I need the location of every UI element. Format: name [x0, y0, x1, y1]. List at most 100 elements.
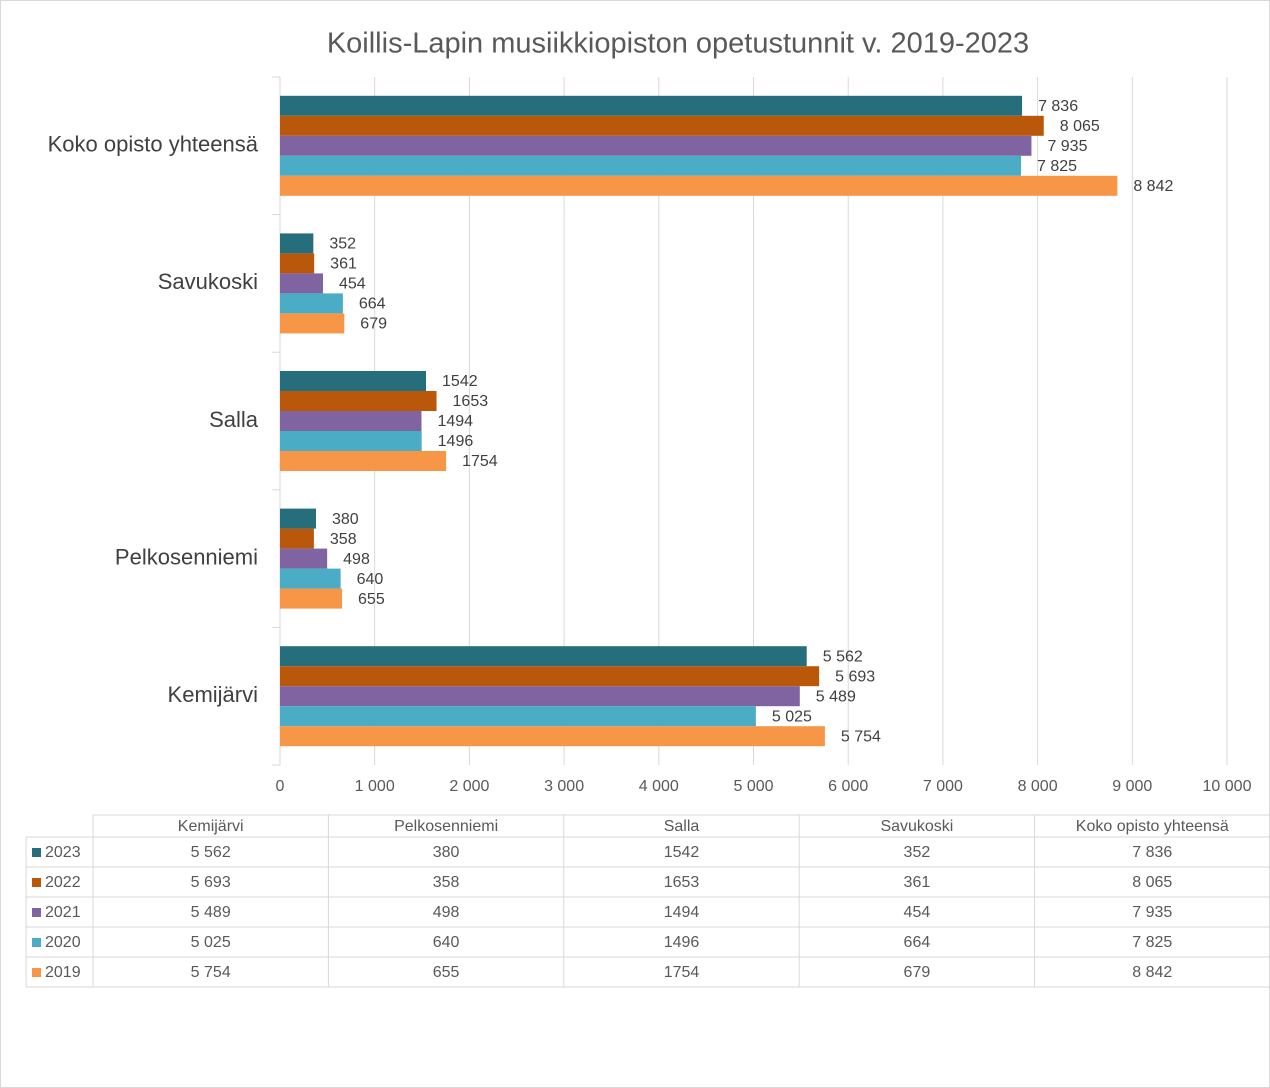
data-label: 454 [339, 276, 366, 293]
table-header: Salla [664, 818, 700, 835]
data-label: 8 842 [1133, 178, 1173, 195]
table-cell: 7 935 [1132, 904, 1172, 921]
bar [280, 175, 1118, 196]
table-cell: 5 025 [191, 934, 231, 951]
data-label: 664 [359, 296, 386, 313]
x-tick-label: 5 000 [733, 778, 773, 795]
legend-label: 2023 [45, 844, 81, 861]
chart-title: Koillis-Lapin musiikkiopiston opetustunn… [327, 28, 1029, 60]
data-label: 7 825 [1037, 158, 1077, 175]
data-label: 1496 [438, 433, 474, 450]
data-label: 352 [329, 236, 356, 253]
table-cell: 1494 [664, 904, 700, 921]
table-header: Pelkosenniemi [394, 818, 498, 835]
data-label: 498 [343, 551, 370, 568]
bar [280, 666, 820, 687]
x-tick-label: 6 000 [828, 778, 868, 795]
table-cell: 8 842 [1132, 964, 1172, 981]
data-label: 1653 [453, 393, 489, 410]
bar [280, 391, 437, 411]
data-label: 361 [330, 256, 357, 273]
table-cell: 1653 [664, 874, 700, 891]
table-header: Kemijärvi [178, 818, 244, 835]
bar [280, 431, 422, 451]
table-cell: 640 [433, 934, 460, 951]
bar [280, 313, 345, 334]
legend-key [32, 908, 41, 917]
table-cell: 358 [433, 874, 460, 891]
legend-label: 2021 [45, 904, 81, 921]
bar [280, 686, 800, 707]
table-cell: 1542 [664, 844, 700, 861]
data-label: 358 [330, 531, 357, 548]
bar [280, 411, 422, 431]
data-label: 1542 [442, 373, 478, 390]
bar [280, 371, 427, 391]
table-cell: 454 [904, 904, 931, 921]
data-label: 655 [358, 591, 385, 608]
table-cell: 5 693 [191, 874, 231, 891]
bar [280, 253, 315, 274]
table-cell: 361 [904, 874, 931, 891]
x-tick-label: 2 000 [449, 778, 489, 795]
bar [280, 568, 341, 589]
table-cell: 7 836 [1132, 844, 1172, 861]
table-cell: 8 065 [1132, 874, 1172, 891]
bar [280, 706, 756, 727]
bar [280, 451, 447, 471]
legend-label: 2019 [45, 964, 81, 981]
x-tick-label: 4 000 [639, 778, 679, 795]
table-cell: 679 [904, 964, 931, 981]
table-header: Koko opisto yhteensä [1076, 818, 1229, 835]
legend-label: 2022 [45, 874, 81, 891]
table-cell: 1496 [664, 934, 700, 951]
x-tick-label: 9 000 [1112, 778, 1152, 795]
x-tick-label: 10 000 [1203, 778, 1252, 795]
y-tick-label: Pelkosenniemi [115, 544, 258, 569]
data-label: 380 [332, 511, 359, 528]
legend-label: 2020 [45, 934, 81, 951]
legend-key [32, 968, 41, 977]
table-cell: 1754 [664, 964, 700, 981]
x-tick-label: 0 [276, 778, 285, 795]
bar [280, 233, 314, 254]
x-tick-label: 8 000 [1018, 778, 1058, 795]
y-tick-label: Kemijärvi [168, 682, 258, 707]
x-tick-label: 1 000 [355, 778, 395, 795]
bar [280, 293, 343, 314]
y-tick-label: Salla [209, 407, 259, 432]
y-tick-label: Savukoski [158, 269, 258, 294]
data-label: 5 562 [823, 648, 863, 665]
bar [280, 115, 1044, 136]
data-label: 8 065 [1060, 118, 1100, 135]
data-label: 1754 [462, 453, 498, 470]
table-cell: 655 [433, 964, 460, 981]
bar [280, 95, 1023, 116]
table-cell: 352 [904, 844, 931, 861]
table-cell: 5 489 [191, 904, 231, 921]
data-label: 5 025 [772, 708, 812, 725]
data-label: 5 489 [816, 688, 856, 705]
table-cell: 380 [433, 844, 460, 861]
bar [280, 588, 343, 609]
table-cell: 7 825 [1132, 934, 1172, 951]
table-cell: 664 [904, 934, 931, 951]
table-cell: 5 562 [191, 844, 231, 861]
bar [280, 646, 807, 667]
bar [280, 548, 328, 569]
table-cell: 498 [433, 904, 460, 921]
legend-key [32, 938, 41, 947]
data-label: 5 754 [841, 728, 881, 745]
bar [280, 528, 314, 549]
bar [280, 135, 1032, 156]
bar [280, 155, 1022, 176]
bar [280, 508, 316, 529]
data-label: 7 836 [1038, 98, 1078, 115]
x-tick-label: 3 000 [544, 778, 584, 795]
legend-key [32, 848, 41, 857]
data-label: 7 935 [1047, 138, 1087, 155]
legend-key [32, 878, 41, 887]
data-label: 1494 [437, 413, 473, 430]
x-tick-label: 7 000 [923, 778, 963, 795]
